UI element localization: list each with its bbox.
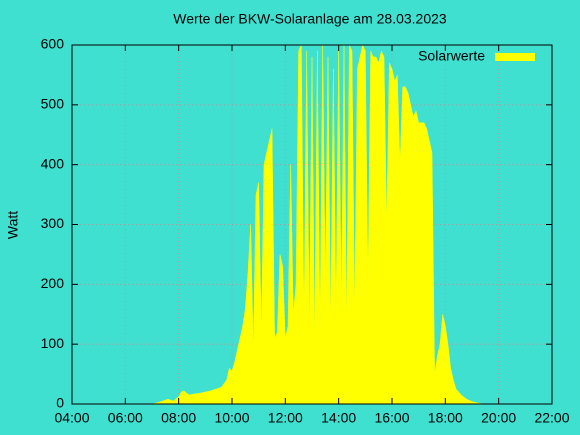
y-tick-label: 200 [41,275,65,291]
x-tick-label: 16:00 [374,410,409,426]
x-tick-label: 14:00 [321,410,356,426]
y-tick-label: 0 [56,395,64,411]
x-tick-label: 20:00 [481,410,516,426]
y-tick-label: 500 [41,96,65,112]
x-tick-label: 08:00 [161,410,196,426]
y-tick-label: 100 [41,335,65,351]
chart-title: Werte der BKW-Solaranlage am 28.03.2023 [173,11,447,27]
x-tick-label: 18:00 [428,410,463,426]
x-tick-label: 06:00 [108,410,143,426]
y-tick-label: 600 [41,36,65,52]
y-tick-label: 300 [41,215,65,231]
y-axis-label: Watt [5,211,21,239]
x-tick-label: 10:00 [214,410,249,426]
x-tick-label: 04:00 [54,410,89,426]
y-tick-label: 400 [41,155,65,171]
x-tick-label: 12:00 [268,410,303,426]
legend-label: Solarwerte [418,48,485,64]
area [151,44,483,405]
x-tick-label: 22:00 [534,410,569,426]
